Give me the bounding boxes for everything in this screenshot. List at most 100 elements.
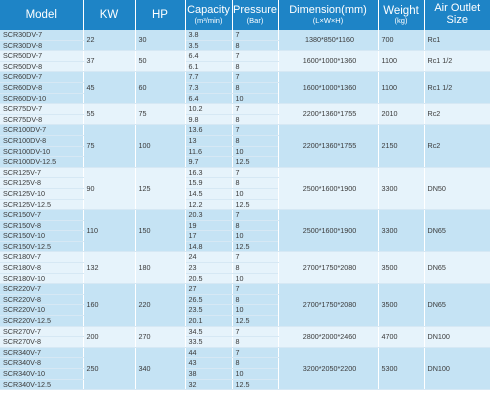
table-row: SCR180V-7 132 180 24 7 2700*1750*2080 3500 DN65	[0, 251, 490, 285]
capacity-cell: 7.7	[185, 71, 233, 83]
model-cell: SCR100DV-12.5	[0, 156, 84, 168]
weight-cell: 1100	[378, 71, 425, 105]
table-row: SCR220V-7 160 220 27 7 2700*1750*2080 3500 DN65	[0, 283, 490, 327]
pressure-cell: 12.5	[232, 156, 278, 168]
pressure-cell: 10	[232, 146, 278, 158]
capacity-cell: 11.6	[185, 146, 233, 158]
capacity-cell: 20.1	[185, 315, 233, 327]
capacity-cell: 23.5	[185, 304, 233, 317]
kw-cell: 22	[83, 30, 136, 52]
outlet-cell: DN100	[424, 347, 490, 391]
pressure-cell: 7	[232, 283, 279, 295]
pressure-cell: 10	[232, 188, 278, 200]
pressure-cell: 8	[232, 220, 278, 232]
capacity-cell: 14.5	[185, 188, 233, 200]
dimension-cell: 2500*1600*1900	[278, 167, 379, 211]
dimension-cell: 2700*1750*2080	[278, 283, 379, 327]
weight-cell: 3500	[378, 251, 425, 285]
kw-cell: 45	[83, 71, 136, 105]
pressure-cell: 7	[232, 167, 279, 179]
model-cell: SCR100DV-7	[0, 124, 84, 136]
model-cell: SCR220V-8	[0, 294, 84, 306]
outlet-cell: DN65	[424, 209, 490, 253]
model-cell: SCR180V-8	[0, 262, 84, 274]
header-weight: Weight (kg)	[378, 0, 425, 30]
pressure-cell: 7	[232, 103, 279, 115]
hp-cell: 220	[135, 283, 186, 327]
model-cell: SCR180V-7	[0, 251, 84, 264]
capacity-cell: 27	[185, 283, 233, 295]
model-cell: SCR125V-12.5	[0, 199, 84, 211]
outlet-cell: Rc1 1/2	[424, 50, 490, 73]
capacity-cell: 6.4	[185, 50, 233, 62]
outlet-cell: DN50	[424, 167, 490, 211]
pressure-cell: 7	[232, 124, 279, 136]
table-row: SCR60DV-10 6.4 10	[0, 93, 490, 105]
pressure-cell: 7	[232, 347, 279, 359]
header-outlet: Air Outlet Size	[424, 0, 490, 30]
model-cell: SCR125V-8	[0, 177, 84, 189]
capacity-cell: 3.5	[185, 40, 233, 52]
model-cell: SCR220V-10	[0, 304, 84, 317]
capacity-cell: 34.5	[185, 326, 233, 338]
hp-cell: 50	[135, 50, 186, 73]
pressure-cell: 12.5	[232, 379, 278, 391]
capacity-cell: 3.8	[185, 30, 233, 41]
pressure-cell: 8	[232, 294, 278, 306]
table-row: SCR60DV-8 7.3 8	[0, 82, 490, 94]
table-row: SCR180V-8 23 8	[0, 262, 490, 274]
table-row: SCR270V-8 33.5 8	[0, 336, 490, 348]
capacity-cell: 9.7	[185, 156, 233, 168]
table-row: SCR180V-10 20.5 10	[0, 273, 490, 285]
weight-cell: 1100	[378, 50, 425, 73]
kw-cell: 75	[83, 124, 136, 168]
table-row: SCR150V-7 110 150 20.3 7 2500*1600*1900 3300 DN…	[0, 209, 490, 253]
pressure-cell: 8	[232, 177, 278, 189]
kw-cell: 110	[83, 209, 136, 253]
capacity-cell: 15.9	[185, 177, 233, 189]
outlet-cell: DN65	[424, 251, 490, 285]
dimension-cell: 1600*1000*1360	[278, 71, 379, 105]
hp-cell: 60	[135, 71, 186, 105]
weight-cell: 5300	[378, 347, 425, 391]
model-cell: SCR75DV-8	[0, 114, 84, 126]
model-cell: SCR30DV-7	[0, 30, 84, 41]
weight-cell: 3500	[378, 283, 425, 327]
dimension-cell: 1380*850*1160	[278, 30, 379, 52]
table-row: SCR270V-7 200 270 34.5 7 2800*2000*2460 4700 DN…	[0, 326, 490, 348]
model-cell: SCR50DV-8	[0, 61, 84, 73]
table-row: SCR150V-10 17 10	[0, 230, 490, 242]
model-cell: SCR270V-7	[0, 326, 84, 338]
pressure-cell: 8	[232, 336, 278, 348]
pressure-cell: 8	[232, 61, 278, 73]
capacity-cell: 13	[185, 135, 233, 147]
kw-cell: 160	[83, 283, 136, 327]
pressure-cell: 10	[232, 230, 278, 242]
pressure-cell: 8	[232, 135, 278, 147]
table-row: SCR60DV-7 45 60 7.7 7 1600*1000*1360 1100 Rc1 1…	[0, 71, 490, 105]
table-row: SCR30DV-7 22 30 3.8 7 1380*850*1160 700 Rc1	[0, 30, 490, 52]
table-row: SCR30DV-8 3.5 8	[0, 40, 490, 52]
dimension-cell: 2200*1360*1755	[278, 103, 379, 126]
pressure-cell: 10	[232, 368, 278, 380]
model-cell: SCR60DV-7	[0, 71, 84, 83]
hp-cell: 270	[135, 326, 186, 348]
pressure-cell: 10	[232, 93, 278, 105]
model-cell: SCR60DV-10	[0, 93, 84, 105]
model-cell: SCR340V-8	[0, 357, 84, 369]
model-cell: SCR220V-7	[0, 283, 84, 295]
model-cell: SCR50DV-7	[0, 50, 84, 62]
dimension-cell: 3200*2050*2200	[278, 347, 379, 391]
pressure-cell: 7	[232, 251, 279, 264]
pressure-cell: 7	[232, 30, 279, 41]
kw-cell: 37	[83, 50, 136, 73]
model-cell: SCR340V-10	[0, 368, 84, 380]
header-row: Model KW HP Capacity (m³/min) Pressure (Ba…	[0, 0, 490, 30]
model-cell: SCR30DV-8	[0, 40, 84, 52]
header-model: Model	[0, 0, 84, 30]
capacity-cell: 6.4	[185, 93, 233, 105]
capacity-cell: 10.2	[185, 103, 233, 115]
model-cell: SCR100DV-8	[0, 135, 84, 147]
header-kw: KW	[83, 0, 136, 30]
capacity-cell: 33.5	[185, 336, 233, 348]
